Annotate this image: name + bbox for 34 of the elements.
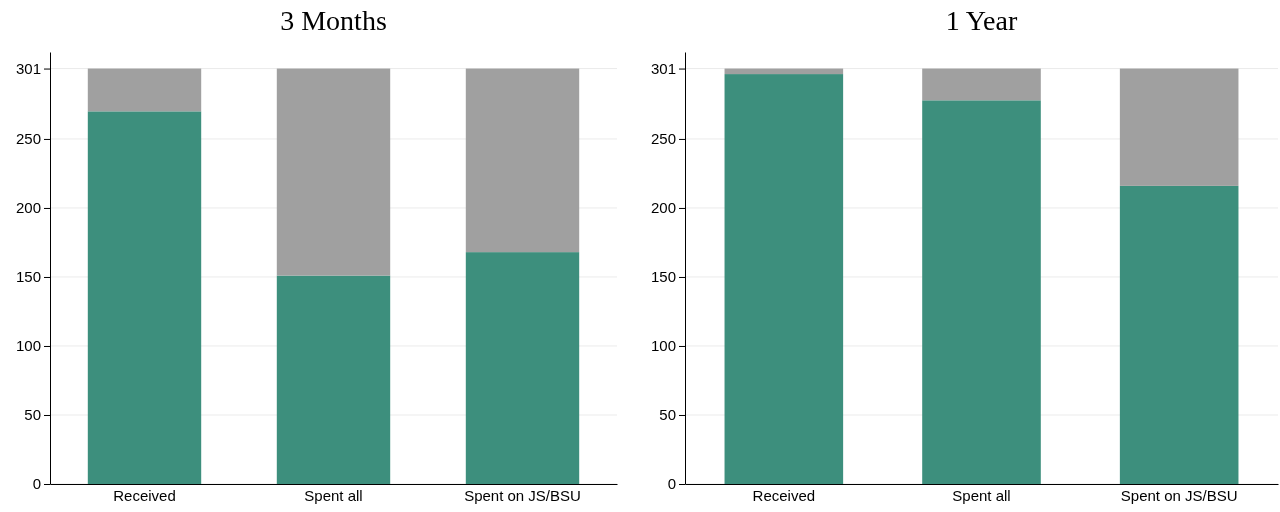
x-tick-label: Spent on JS/BSU (464, 486, 581, 504)
y-tick-label: 301 (650, 59, 676, 77)
bar (922, 68, 1041, 101)
y-tick-label: 100 (15, 337, 41, 355)
bar (1119, 68, 1239, 186)
y-tick-label: 0 (32, 475, 41, 493)
chart-title: 3 Months (280, 5, 387, 36)
y-tick-label: 301 (15, 59, 41, 77)
bar (276, 68, 391, 276)
y-tick-label: 100 (650, 337, 676, 355)
bar (1119, 185, 1239, 484)
x-tick-label: Received (752, 486, 816, 504)
bar (87, 111, 202, 484)
x-tick-label: Spent on JS/BSU (1120, 486, 1238, 504)
bar (465, 68, 580, 253)
y-tick-label: 200 (650, 199, 676, 217)
bar (465, 252, 580, 484)
bar (276, 275, 391, 484)
y-tick-label: 150 (650, 268, 676, 286)
x-tick-label: Spent all (952, 486, 1011, 504)
bar (724, 74, 844, 484)
chart-title: 1 Year (945, 5, 1018, 36)
x-tick-label: Spent all (304, 486, 363, 504)
y-tick-label: 250 (15, 130, 41, 148)
bar (724, 68, 844, 75)
y-tick-label: 200 (15, 199, 41, 217)
bar (87, 68, 202, 112)
y-tick-label: 250 (650, 130, 676, 148)
bar (922, 100, 1041, 484)
y-tick-label: 150 (15, 268, 41, 286)
y-tick-label: 50 (659, 406, 676, 424)
y-tick-label: 0 (667, 475, 676, 493)
y-tick-label: 50 (24, 406, 41, 424)
x-tick-label: Received (113, 486, 176, 504)
